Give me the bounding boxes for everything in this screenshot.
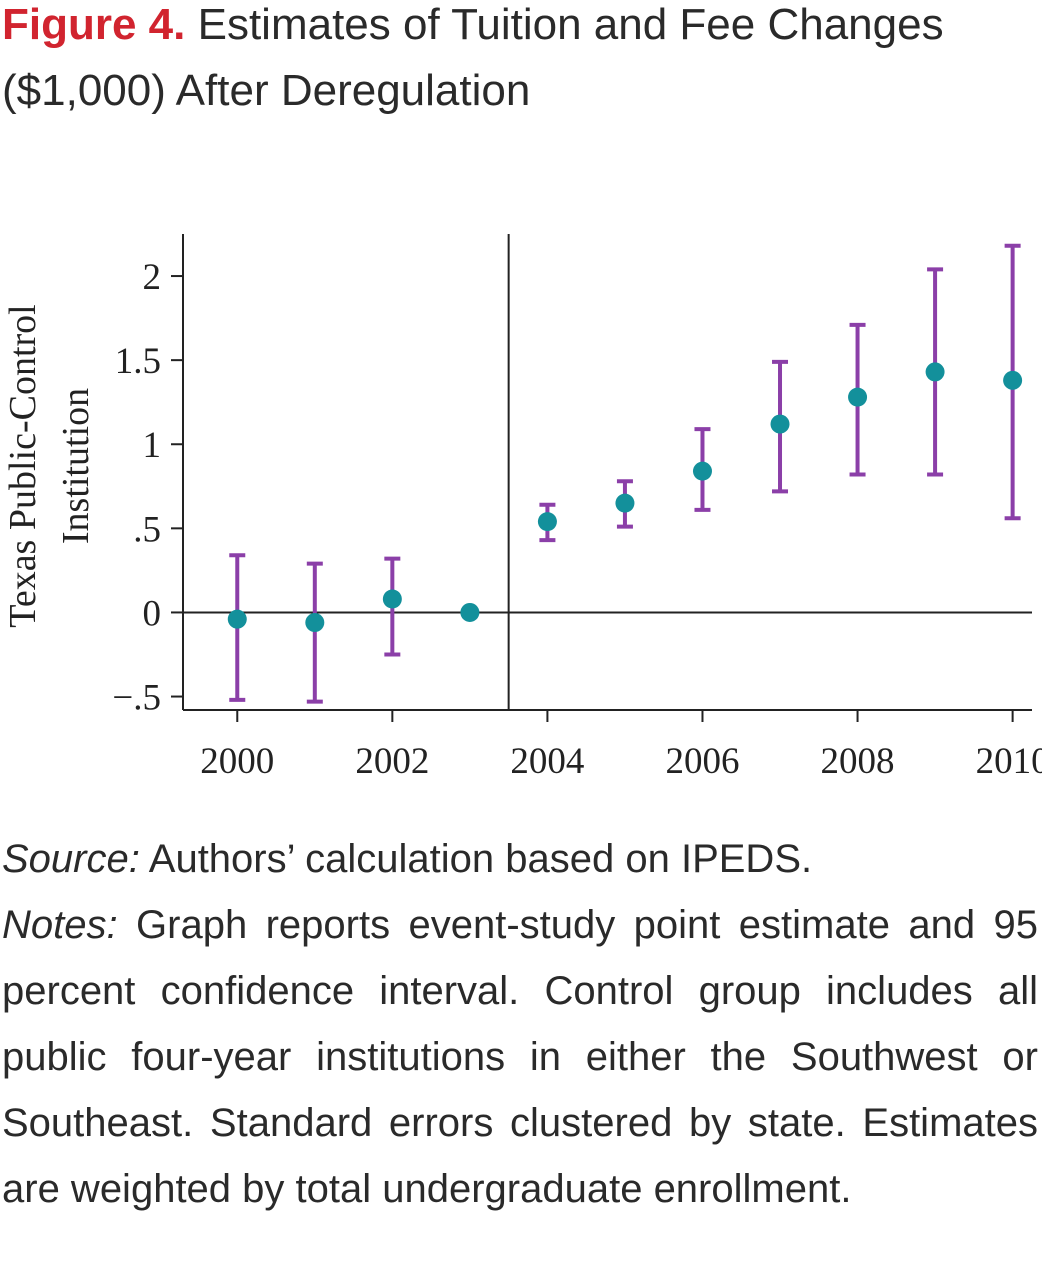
x-tick-label: 2002	[355, 741, 429, 782]
source-text: Authors’ calculation based on IPEDS.	[148, 837, 813, 881]
y-axis-title-line: Institution	[55, 388, 97, 544]
notes-label: Notes:	[2, 903, 118, 947]
y-tick-label: −.5	[112, 678, 161, 719]
x-tick-label: 2004	[510, 741, 584, 782]
x-tick-label: 2000	[200, 741, 274, 782]
chart-labels: −.5 0 .5 1 1.5 2 2000 2002 2004 2006 2008 2010 Texas…	[2, 257, 1042, 782]
y-tick-label: 1.5	[115, 341, 161, 382]
figure-title-text: Estimates of Tuition and Fee Changes ($1…	[2, 0, 944, 115]
point-estimate	[615, 493, 635, 513]
y-tick-label: 0	[143, 593, 162, 634]
x-tick-label: 2006	[665, 741, 739, 782]
point-estimate	[770, 414, 790, 434]
source-line: Source: Authors’ calculation based on IP…	[2, 826, 1038, 892]
notes-text: Graph reports event-study point estimate…	[2, 903, 1038, 1211]
y-tick-label: 2	[143, 257, 162, 298]
y-axis-title-line: Texas Public-Control	[2, 304, 44, 627]
x-tick-label: 2008	[821, 741, 895, 782]
event-study-chart: −.5 0 .5 1 1.5 2 2000 2002 2004 2006 2008 2010 Texas…	[2, 234, 1042, 782]
point-estimate	[1003, 370, 1023, 390]
point-estimate	[227, 609, 247, 629]
point-estimate	[848, 387, 868, 407]
point-estimate	[692, 461, 712, 481]
notes-paragraph: Notes: Graph reports event-study point e…	[2, 892, 1038, 1222]
point-estimate	[382, 589, 402, 609]
chart-axes	[171, 234, 1032, 722]
point-estimate	[537, 512, 557, 532]
y-tick-label: .5	[133, 509, 161, 550]
y-tick-label: 1	[143, 425, 162, 466]
point-estimate	[460, 602, 480, 622]
figure-notes: Source: Authors’ calculation based on IP…	[2, 826, 1038, 1222]
figure-title: Figure 4. Estimates of Tuition and Fee C…	[2, 0, 1032, 124]
point-estimate	[925, 362, 945, 382]
x-tick-label: 2010	[976, 741, 1042, 782]
figure-label: Figure 4.	[2, 0, 186, 49]
point-estimate	[305, 613, 325, 633]
source-label: Source:	[2, 837, 140, 881]
chart-marks	[227, 243, 1023, 704]
